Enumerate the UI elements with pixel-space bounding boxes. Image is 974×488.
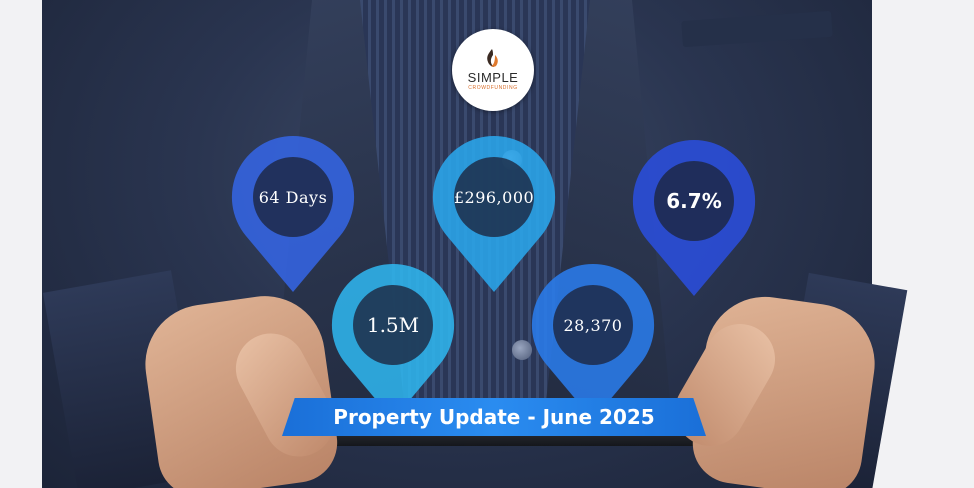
stat-pin-views: 1.5M (330, 262, 456, 424)
stat-value-count: 28,370 (563, 315, 623, 335)
map-pin-icon (632, 139, 756, 296)
banner-title: Property Update - June 2025 (333, 405, 655, 429)
flame-icon (487, 48, 498, 67)
stat-value-days: 64 Days (258, 187, 328, 207)
logo-subtitle: CROWDFUNDING (468, 84, 518, 91)
update-banner: Property Update - June 2025 (282, 398, 706, 436)
logo-wordmark: SIMPLE (467, 69, 519, 85)
stat-pin-days: 64 Days (230, 134, 356, 296)
map-pin-icon (432, 135, 556, 292)
map-pin-icon (331, 263, 455, 420)
stat-value-rate: 6.7% (666, 189, 722, 213)
right-frame-strip (872, 0, 974, 488)
simple-crowdfunding-logo: SIMPLE CROWDFUNDING (452, 29, 534, 111)
map-pin-icon (231, 135, 355, 292)
stat-pin-count: 28,370 (530, 262, 656, 424)
stat-value-views: 1.5M (366, 313, 420, 337)
map-pin-icon (531, 263, 655, 420)
stat-value-price: £296,000 (453, 187, 535, 207)
stat-pin-price: £296,000 (431, 134, 557, 296)
suit-pocket (681, 10, 833, 48)
stat-pin-rate: 6.7% (631, 138, 757, 300)
left-frame-strip (0, 0, 42, 488)
shirt-button (512, 340, 532, 360)
